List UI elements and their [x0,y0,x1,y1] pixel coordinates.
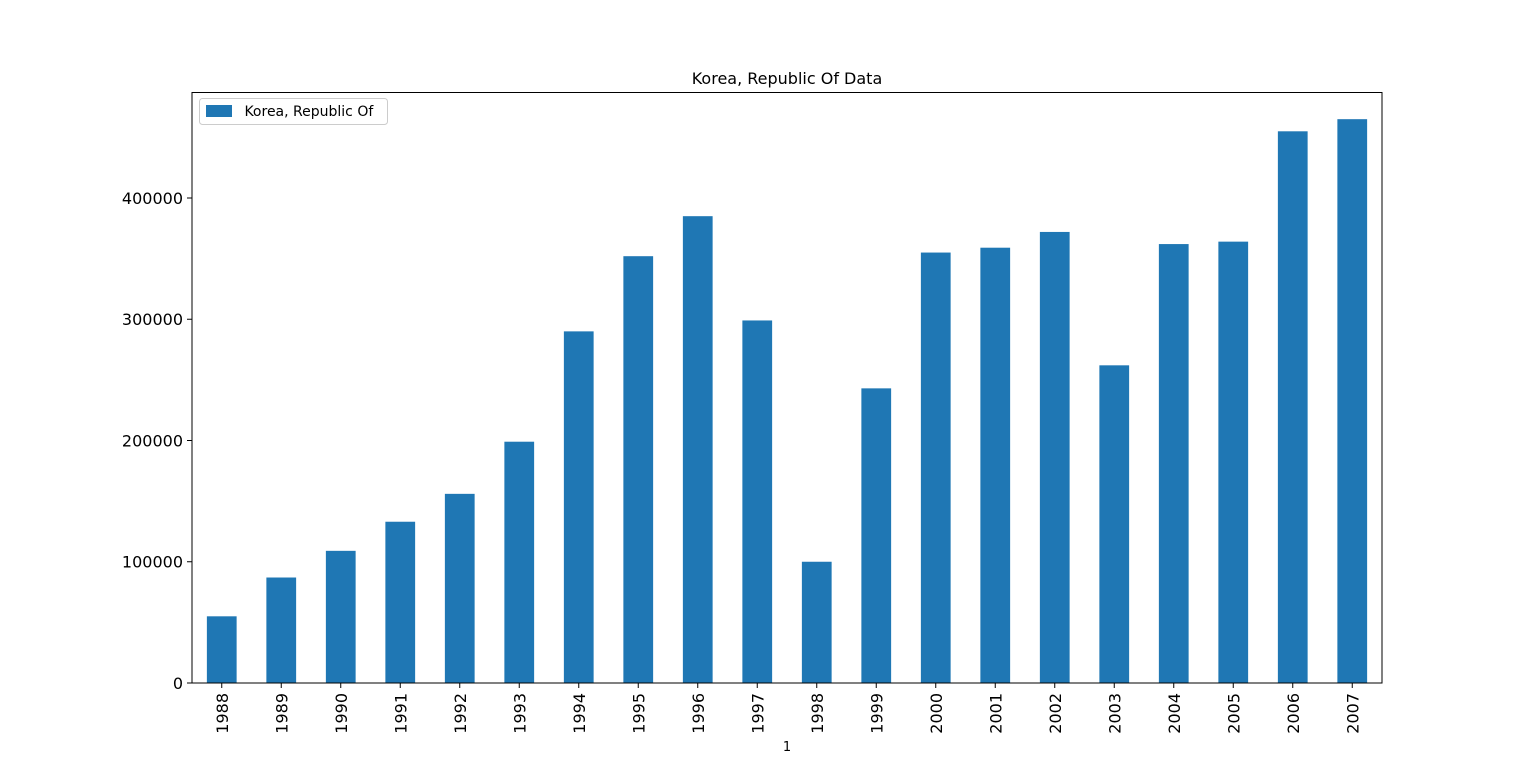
bar-1998 [801,561,832,683]
bar-2005 [1218,241,1249,683]
bar-1999 [861,388,892,683]
x-tick-label: 1994 [570,693,589,734]
bar-1989 [266,577,297,683]
legend-swatch [206,105,232,117]
legend-label: Korea, Republic Of [240,104,374,120]
bar-1992 [444,493,475,683]
bar-1988 [206,616,237,683]
x-axis-label: 1 [783,740,791,755]
x-tick-label: 1990 [332,693,351,734]
bars-layer [206,119,1368,684]
x-tick-label: 1996 [689,693,708,734]
y-tick-label: 400000 [122,189,183,208]
bar-2001 [980,247,1011,683]
x-tick-label: 1997 [748,693,767,734]
x-tick-label: 2001 [986,693,1005,734]
legend: Korea, Republic Of [199,98,388,125]
bar-2003 [1099,365,1130,683]
bar-2007 [1337,119,1368,684]
y-tick-label: 0 [173,674,183,693]
x-tick-label: 1988 [213,693,232,734]
x-axis: 1988 1989 1990 1991 1992 1993 1994 1995 1996 1997… [213,683,1362,734]
x-tick-label: 1991 [391,693,410,734]
y-axis: 0 100000 200000 300000 400000 [122,189,192,693]
bar-1997 [742,320,773,683]
x-tick-label: 2000 [927,693,946,734]
x-tick-label: 2002 [1046,693,1065,734]
x-tick-label: 1998 [808,693,827,734]
x-tick-label: 1999 [867,693,886,734]
x-tick-label: 1992 [451,693,470,734]
y-tick-label: 100000 [122,553,183,572]
x-tick-label: 2007 [1343,693,1362,734]
x-tick-label: 1995 [629,693,648,734]
bar-2002 [1039,231,1070,684]
bar-2000 [920,252,951,683]
x-tick-label: 1993 [510,693,529,734]
bar-1991 [385,521,416,683]
x-tick-label: 2006 [1284,693,1303,734]
y-tick-label: 300000 [122,310,183,329]
bar-1993 [504,441,535,683]
plot-frame [191,92,1383,684]
bar-1990 [325,550,356,683]
bar-2006 [1277,131,1308,683]
x-tick-label: 2005 [1224,693,1243,734]
bar-1994 [563,331,594,683]
x-tick-label: 2004 [1165,693,1184,734]
x-tick-label: 2003 [1105,693,1124,734]
chart-title: Korea, Republic Of Data [692,69,883,88]
legend-box [199,98,388,125]
bar-1995 [623,256,654,683]
bar-1996 [682,216,713,683]
x-tick-label: 1989 [272,693,291,734]
bar-2004 [1158,244,1189,683]
y-tick-label: 200000 [122,431,183,450]
